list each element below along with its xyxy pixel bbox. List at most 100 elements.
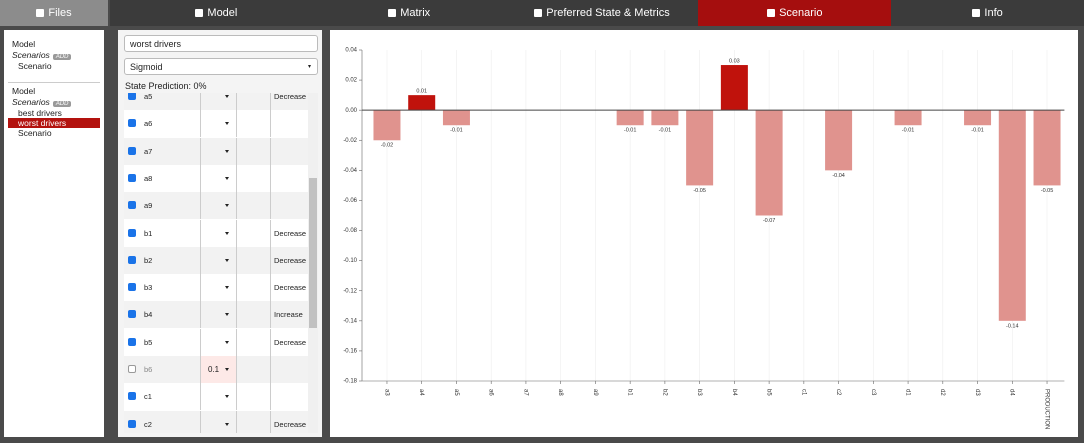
checkbox[interactable] <box>128 310 136 319</box>
value-dropdown[interactable]: 0.1 <box>201 356 236 383</box>
tree-scenarios: Scenarios ADD <box>12 50 72 60</box>
tab-icon <box>388 9 397 17</box>
y-tick-label: -0.02 <box>343 138 357 144</box>
tree-item[interactable]: best drivers <box>18 108 62 118</box>
item-label: worst drivers <box>18 118 67 128</box>
value-dropdown[interactable] <box>201 192 236 219</box>
chart: 0.04 0.02 0.00 -0.02 -0.04 -0.06 -0.08 -0.10 -0.… <box>343 48 1065 429</box>
node-name: a5 <box>144 93 153 101</box>
col-border <box>200 301 201 329</box>
value-dropdown[interactable] <box>201 274 236 301</box>
tab-label: Info <box>984 7 1003 19</box>
checkbox[interactable] <box>128 173 136 182</box>
col-border <box>270 164 271 192</box>
value-dropdown[interactable] <box>201 383 236 410</box>
nav-tab[interactable]: Matrix <box>313 0 506 26</box>
tab-icon <box>534 9 543 17</box>
value-dropdown[interactable] <box>201 220 236 247</box>
value-dropdown[interactable] <box>201 247 236 274</box>
col-border <box>236 110 237 138</box>
checkbox[interactable] <box>128 283 136 292</box>
node-name: b5 <box>144 337 153 347</box>
nav-tab[interactable]: Preferred State & Metrics <box>506 0 699 26</box>
tab-label: Matrix <box>400 7 431 19</box>
x-tick-label: d1 <box>904 389 910 396</box>
table-row: a6 <box>124 110 308 138</box>
value-dropdown[interactable] <box>201 165 236 192</box>
bar <box>1033 110 1061 186</box>
caret <box>225 149 229 153</box>
checkbox[interactable] <box>128 93 136 100</box>
tree-scenarios: Scenarios ADD <box>12 97 72 107</box>
bar <box>964 110 992 126</box>
add-button[interactable]: ADD <box>52 54 72 60</box>
col-border <box>270 219 271 247</box>
nav-tab[interactable]: Info <box>891 0 1084 26</box>
checkbox[interactable] <box>128 419 136 428</box>
col-border <box>236 274 237 302</box>
value-label: -0.01 <box>971 128 984 134</box>
node-name: b4 <box>144 310 153 320</box>
tree-item[interactable]: worst drivers <box>8 118 100 128</box>
node-name: a8 <box>144 173 153 183</box>
tree-item[interactable]: Scenario <box>18 128 52 138</box>
value-dropdown[interactable] <box>201 138 236 165</box>
x-tick-label: b2 <box>661 389 667 396</box>
nav-tab[interactable]: Model <box>120 0 313 26</box>
value-dropdown[interactable] <box>201 411 236 433</box>
col-border <box>200 410 201 433</box>
nav-tab[interactable]: Scenario <box>698 0 892 26</box>
col-border <box>200 164 201 192</box>
tab-label: Scenario <box>779 7 823 19</box>
bar <box>651 110 679 126</box>
scenario-name-input[interactable]: worst drivers <box>124 35 318 52</box>
scroll-thumb[interactable] <box>309 178 317 328</box>
y-tick-label: 0.04 <box>345 48 357 54</box>
col-border <box>236 383 237 411</box>
value-label: -0.01 <box>450 128 463 134</box>
model-label: Model <box>12 39 36 49</box>
col-border <box>270 274 271 302</box>
add-button[interactable]: ADD <box>52 101 72 107</box>
col-border <box>200 274 201 302</box>
value-dropdown[interactable] <box>201 93 236 110</box>
value-dropdown[interactable] <box>201 301 236 328</box>
y-tick-label: 0.00 <box>345 108 357 114</box>
node-name: b3 <box>144 283 153 293</box>
checkbox[interactable] <box>128 119 136 128</box>
checkbox[interactable] <box>128 228 136 237</box>
checkbox[interactable] <box>128 392 136 401</box>
checkbox[interactable] <box>128 337 136 346</box>
scrollbar[interactable] <box>308 93 318 433</box>
col-border <box>270 328 271 356</box>
value-label: -0.05 <box>1041 188 1054 194</box>
table-row: b4 Increase <box>124 301 308 329</box>
table-row: a8 <box>124 164 308 192</box>
bar <box>825 110 853 171</box>
caret <box>225 176 229 180</box>
function-label: Sigmoid <box>130 62 163 72</box>
value-label: -0.05 <box>693 188 706 194</box>
bar <box>442 110 470 126</box>
tab-label: Preferred State & Metrics <box>546 7 670 19</box>
function-select[interactable]: Sigmoid ▾ <box>124 58 318 75</box>
checkbox[interactable] <box>128 365 136 373</box>
value-dropdown[interactable] <box>201 110 236 137</box>
node-name: c2 <box>144 419 152 429</box>
col-border <box>270 93 271 110</box>
tree-item[interactable]: Scenario <box>18 61 52 71</box>
value-dropdown[interactable] <box>201 329 236 356</box>
checkbox[interactable] <box>128 146 136 155</box>
checkbox[interactable] <box>128 255 136 264</box>
checkbox[interactable] <box>128 201 136 210</box>
table-row: c2 Decrease <box>124 410 308 433</box>
x-tick-label: b1 <box>627 389 633 396</box>
x-tick-label: d3 <box>974 389 980 396</box>
x-tick-label: a9 <box>592 389 598 396</box>
files-tab[interactable]: Files <box>0 0 108 26</box>
tree-model: Model <box>12 86 35 96</box>
node-name: a6 <box>144 119 153 129</box>
x-tick-label: d4 <box>1009 389 1015 396</box>
col-border <box>236 137 237 165</box>
